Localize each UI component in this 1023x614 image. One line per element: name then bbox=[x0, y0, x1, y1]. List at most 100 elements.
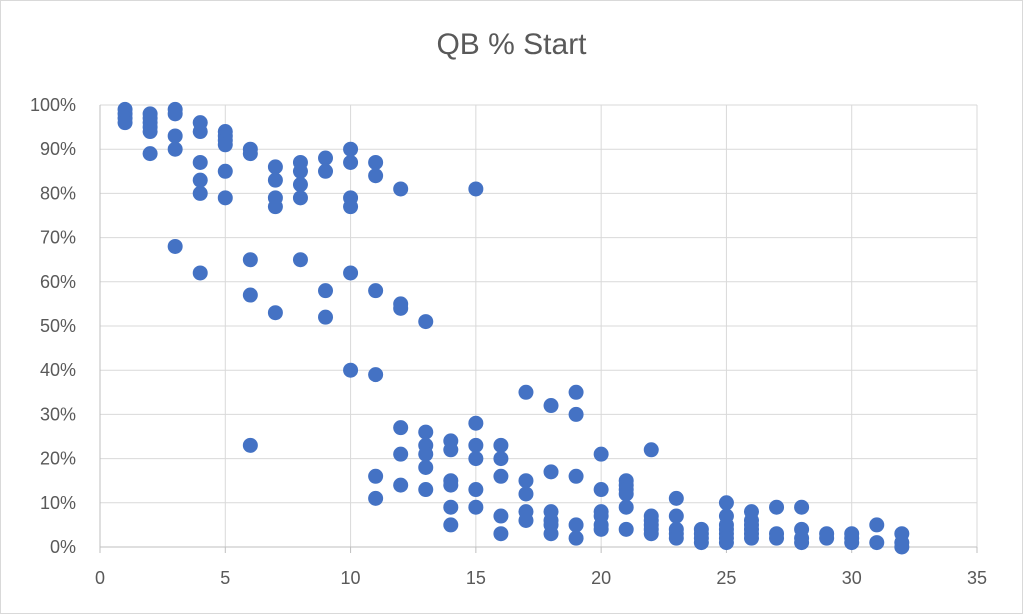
data-point bbox=[267, 199, 283, 215]
data-point bbox=[668, 490, 684, 506]
data-point bbox=[142, 146, 158, 162]
axes bbox=[99, 105, 978, 553]
data-point bbox=[493, 526, 509, 542]
data-point bbox=[468, 437, 484, 453]
data-point bbox=[318, 283, 334, 299]
x-tick-label: 30 bbox=[842, 568, 862, 588]
data-point bbox=[343, 141, 359, 157]
data-point bbox=[493, 508, 509, 524]
data-point bbox=[217, 190, 233, 206]
data-point bbox=[292, 190, 308, 206]
data-point bbox=[869, 517, 885, 533]
data-point bbox=[693, 535, 709, 551]
data-point bbox=[894, 539, 910, 555]
data-point bbox=[618, 499, 634, 515]
data-point bbox=[493, 437, 509, 453]
data-point bbox=[418, 446, 434, 462]
data-point bbox=[192, 154, 208, 170]
data-point bbox=[794, 499, 810, 515]
data-point bbox=[142, 124, 158, 140]
data-point bbox=[267, 172, 283, 188]
data-point bbox=[543, 526, 559, 542]
y-tick-label: 50% bbox=[40, 316, 76, 336]
data-point bbox=[242, 146, 258, 162]
data-point bbox=[242, 287, 258, 303]
data-point bbox=[468, 451, 484, 467]
y-tick-label: 60% bbox=[40, 272, 76, 292]
x-tick-label: 0 bbox=[95, 568, 105, 588]
data-point bbox=[368, 168, 384, 184]
data-point bbox=[869, 535, 885, 551]
data-point bbox=[468, 499, 484, 515]
x-tick-label: 35 bbox=[967, 568, 987, 588]
data-point bbox=[343, 362, 359, 378]
data-point bbox=[192, 185, 208, 201]
data-point bbox=[568, 517, 584, 533]
data-point bbox=[568, 384, 584, 400]
y-tick-label: 70% bbox=[40, 228, 76, 248]
data-point bbox=[393, 420, 409, 436]
data-point bbox=[368, 468, 384, 484]
data-point bbox=[267, 159, 283, 175]
y-tick-label: 40% bbox=[40, 360, 76, 380]
data-point bbox=[543, 464, 559, 480]
data-point bbox=[593, 446, 609, 462]
tick-labels: 0% 10% 20% 30% 40% 50% 60% 70% 80% 90% 100% 0 5 10 15 2… bbox=[30, 95, 987, 588]
data-point bbox=[217, 163, 233, 179]
data-point bbox=[769, 499, 785, 515]
data-point bbox=[318, 163, 334, 179]
data-point bbox=[192, 124, 208, 140]
y-tick-label: 80% bbox=[40, 183, 76, 203]
data-point bbox=[468, 482, 484, 498]
data-point bbox=[117, 115, 133, 131]
y-tick-label: 100% bbox=[30, 95, 76, 115]
data-point bbox=[167, 128, 183, 144]
data-point bbox=[443, 499, 459, 515]
data-point bbox=[543, 398, 559, 414]
data-point bbox=[368, 367, 384, 383]
data-point bbox=[718, 535, 734, 551]
data-point bbox=[167, 141, 183, 157]
data-point bbox=[242, 252, 258, 268]
y-tick-label: 20% bbox=[40, 449, 76, 469]
data-point bbox=[167, 106, 183, 122]
data-point bbox=[418, 459, 434, 475]
data-point bbox=[393, 446, 409, 462]
data-point bbox=[368, 490, 384, 506]
data-point bbox=[593, 521, 609, 537]
data-point bbox=[292, 177, 308, 193]
data-point bbox=[267, 305, 283, 321]
data-point bbox=[443, 477, 459, 493]
data-point bbox=[343, 154, 359, 170]
data-point bbox=[468, 181, 484, 197]
data-point bbox=[192, 265, 208, 281]
y-tick-label: 30% bbox=[40, 404, 76, 424]
data-point bbox=[718, 495, 734, 511]
data-point bbox=[618, 521, 634, 537]
x-tick-label: 20 bbox=[591, 568, 611, 588]
data-point bbox=[368, 154, 384, 170]
data-point bbox=[493, 451, 509, 467]
data-point bbox=[794, 535, 810, 551]
data-point bbox=[418, 482, 434, 498]
data-point bbox=[292, 163, 308, 179]
data-point bbox=[318, 309, 334, 325]
data-point bbox=[318, 150, 334, 166]
data-point bbox=[443, 442, 459, 458]
data-point bbox=[518, 473, 534, 489]
data-point bbox=[443, 517, 459, 533]
data-point bbox=[343, 265, 359, 281]
x-tick-label: 25 bbox=[716, 568, 736, 588]
data-point bbox=[393, 181, 409, 197]
data-point bbox=[668, 530, 684, 546]
data-point bbox=[468, 415, 484, 431]
data-point bbox=[568, 530, 584, 546]
data-point bbox=[593, 482, 609, 498]
data-point bbox=[518, 384, 534, 400]
y-tick-label: 90% bbox=[40, 139, 76, 159]
y-tick-label: 10% bbox=[40, 493, 76, 513]
data-point bbox=[167, 238, 183, 254]
data-point bbox=[217, 137, 233, 153]
